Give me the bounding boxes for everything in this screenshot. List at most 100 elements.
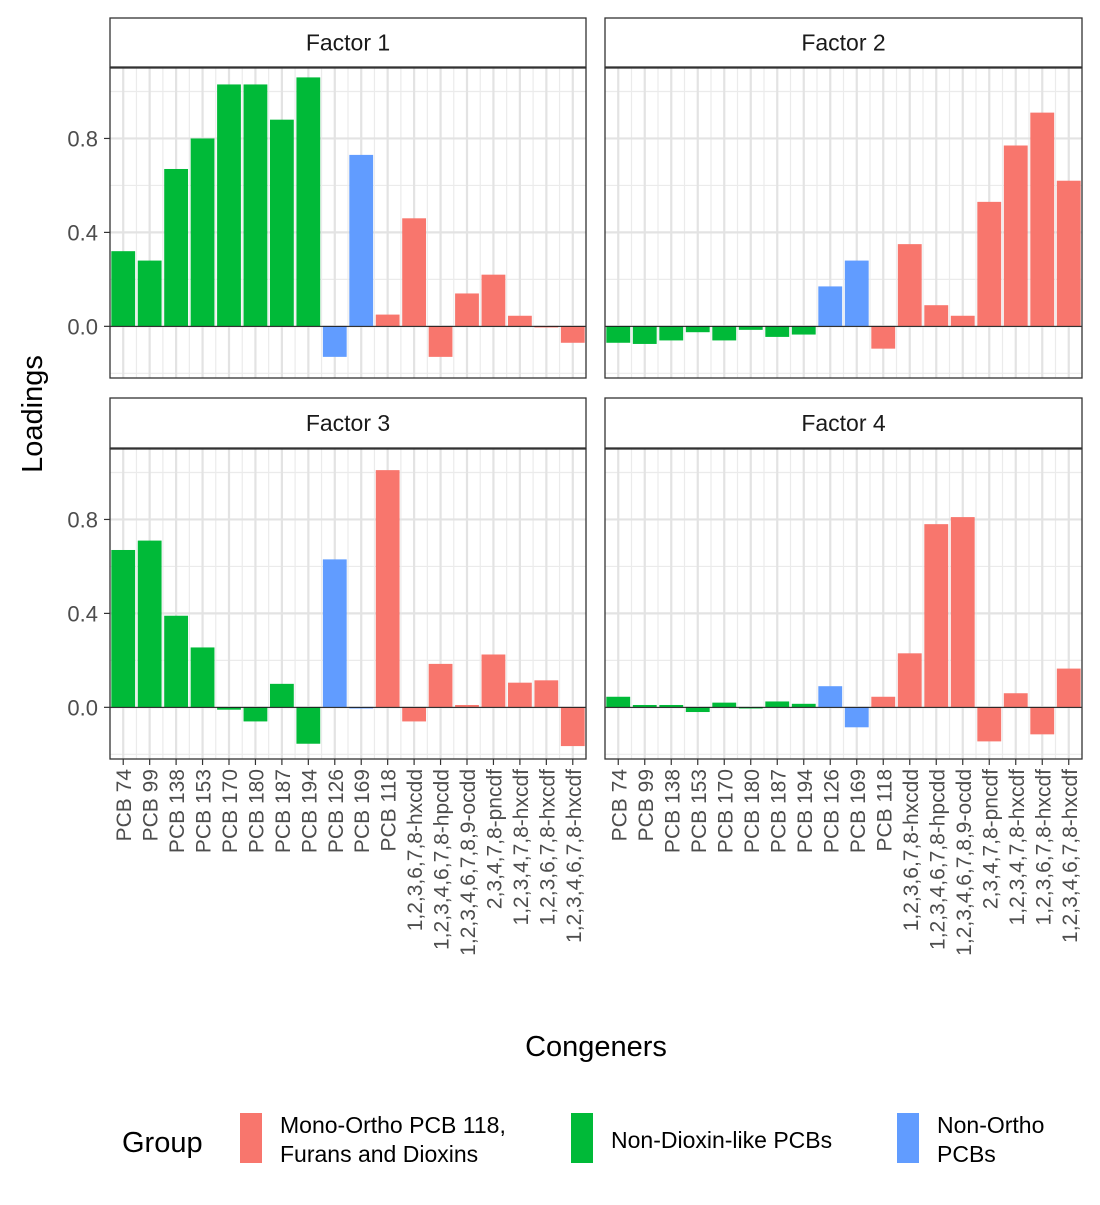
bar: [1056, 180, 1081, 327]
x-tick-label: 1,2,3,4,6,7,8,9-ocdd: [953, 769, 976, 956]
bar: [428, 326, 453, 357]
y-tick-label: 0.4: [67, 601, 98, 626]
bar: [897, 244, 922, 327]
bar: [137, 260, 162, 327]
legend-key: [897, 1113, 919, 1163]
bar: [217, 707, 241, 710]
panel-border: [109, 448, 587, 760]
bar: [481, 274, 506, 327]
x-tick-label: PCB 170: [219, 769, 242, 853]
x-tick-label: PCB 99: [635, 769, 658, 841]
bar: [217, 84, 241, 327]
x-tick-label: PCB 138: [661, 769, 684, 853]
y-tick-label: 0.0: [67, 314, 98, 339]
facet-title: Factor 1: [306, 30, 390, 56]
x-tick-label: PCB 74: [608, 769, 631, 842]
y-tick-label: 0.8: [67, 507, 98, 532]
bar: [924, 524, 949, 708]
bar: [296, 77, 321, 327]
y-tick-label: 0.4: [67, 220, 98, 245]
x-tick-label: PCB 194: [298, 769, 321, 853]
bar: [738, 326, 763, 330]
legend-title: Group: [122, 1127, 203, 1159]
bar: [349, 707, 374, 709]
bar: [897, 653, 922, 708]
x-tick-label: PCB 170: [714, 769, 737, 853]
facet-title: Factor 3: [306, 410, 390, 436]
x-tick-label: 2,3,4,7,8-pncdf: [483, 769, 506, 909]
bar: [375, 314, 400, 327]
x-tick-label: PCB 169: [847, 769, 870, 853]
bar: [190, 647, 215, 708]
bar: [712, 326, 737, 341]
bar: [791, 703, 816, 708]
legend-key: [240, 1113, 262, 1163]
x-tick-label: 1,2,3,4,7,8-hxcdf: [510, 769, 533, 926]
bar: [507, 315, 532, 327]
x-tick-label: 1,2,3,6,7,8-hxcdf: [536, 769, 559, 926]
x-tick-label: PCB 99: [140, 769, 163, 841]
bar: [402, 218, 427, 327]
bar: [375, 470, 400, 708]
x-tick-label: PCB 118: [873, 769, 896, 852]
bar: [606, 326, 631, 343]
x-tick-label: 1,2,3,4,6,7,8,9-ocdd: [457, 769, 480, 956]
bar: [659, 704, 684, 708]
bar: [950, 517, 975, 708]
bar: [606, 696, 631, 708]
bar: [765, 701, 790, 708]
bar: [111, 251, 136, 327]
bar: [402, 707, 427, 722]
bar: [659, 326, 684, 341]
bar: [1003, 693, 1028, 708]
bar: [190, 138, 215, 327]
bar: [765, 326, 790, 337]
bar: [243, 707, 268, 722]
bar: [844, 260, 869, 327]
bar: [712, 702, 737, 708]
bar: [950, 315, 975, 327]
x-tick-label: 2,3,4,7,8-pncdf: [979, 769, 1002, 909]
bar: [685, 707, 710, 713]
facet-panel: Factor 2: [604, 17, 1083, 379]
x-tick-label: 1,2,3,4,6,7,8-hpcdd: [926, 769, 949, 950]
bar: [428, 663, 453, 708]
bar: [455, 293, 479, 327]
bar: [632, 704, 657, 708]
x-tick-label: 1,2,3,4,6,7,8-hxcdf: [1059, 769, 1082, 943]
legend-label: Mono-Ortho PCB 118,: [280, 1112, 506, 1138]
x-tick-label: PCB 126: [820, 769, 843, 853]
x-tick-label: 1,2,3,6,7,8-hxcdd: [404, 769, 427, 931]
bar: [844, 707, 869, 728]
bar: [871, 326, 896, 349]
x-tick-label: PCB 187: [272, 769, 295, 853]
bar: [818, 686, 843, 708]
x-tick-label: PCB 180: [741, 769, 764, 853]
facet-title: Factor 4: [801, 410, 886, 436]
x-tick-label: 1,2,3,6,7,8-hxcdd: [900, 769, 923, 931]
bar: [924, 305, 949, 327]
x-tick-label: PCB 138: [166, 769, 189, 853]
bar: [349, 154, 374, 327]
x-tick-label: PCB 118: [378, 769, 401, 852]
bar: [977, 201, 1002, 327]
bar: [296, 707, 321, 744]
bar: [1056, 668, 1081, 708]
bar: [243, 84, 268, 327]
x-tick-label: PCB 126: [325, 769, 348, 853]
y-axis-title: Loadings: [17, 355, 49, 473]
facet-strip: [109, 397, 587, 449]
legend-key: [571, 1113, 593, 1163]
facet-strip: [604, 17, 1083, 68]
panel-border: [109, 67, 587, 379]
x-tick-label: PCB 153: [688, 769, 711, 853]
legend-label: Non-Ortho: [937, 1112, 1044, 1138]
facet-panel: Factor 1 0.0 0.4 0.8: [67, 17, 587, 379]
x-tick-label: PCB 169: [351, 769, 374, 853]
bar: [632, 326, 657, 344]
bar: [269, 683, 294, 708]
x-axis-title: Congeners: [525, 1031, 667, 1063]
bar: [534, 680, 559, 708]
